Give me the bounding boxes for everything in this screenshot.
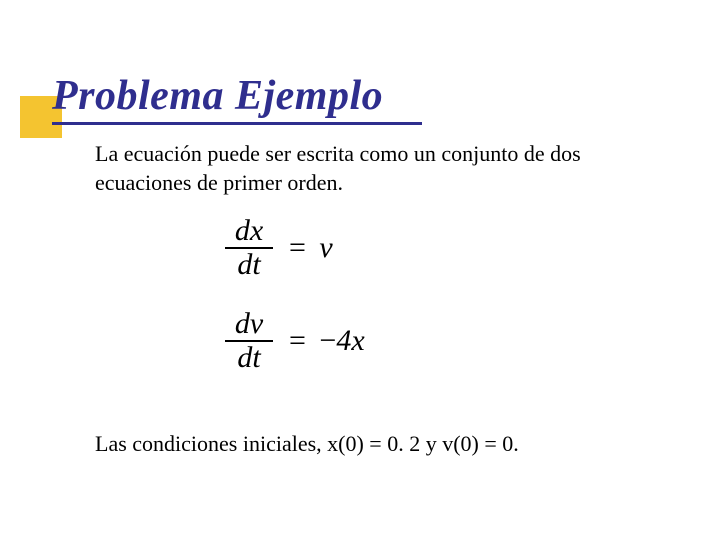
equals-sign: = (289, 324, 306, 357)
outro-paragraph: Las condiciones iniciales, x(0) = 0. 2 y… (95, 430, 655, 459)
rhs-value: v (319, 231, 332, 264)
denominator: dt (233, 342, 264, 374)
fraction-dx-dt: dx dt (225, 215, 273, 280)
equals-sign: = (289, 231, 306, 264)
intro-paragraph: La ecuación puede ser escrita como un co… (95, 140, 655, 197)
equation-1: dx dt = v (225, 215, 365, 280)
equation-rhs: = −4x (283, 324, 365, 358)
numerator: dv (231, 308, 267, 340)
equation-block: dx dt = v dv dt = −4x (225, 215, 365, 401)
rhs-prefix: − (319, 324, 336, 357)
fraction-dv-dt: dv dt (225, 308, 273, 373)
rhs-value: 4x (336, 324, 364, 357)
denominator: dt (233, 249, 264, 281)
slide-title: Problema Ejemplo (52, 72, 383, 120)
equation-rhs: = v (283, 231, 333, 265)
equation-2: dv dt = −4x (225, 308, 365, 373)
title-underline (52, 122, 422, 125)
numerator: dx (231, 215, 267, 247)
